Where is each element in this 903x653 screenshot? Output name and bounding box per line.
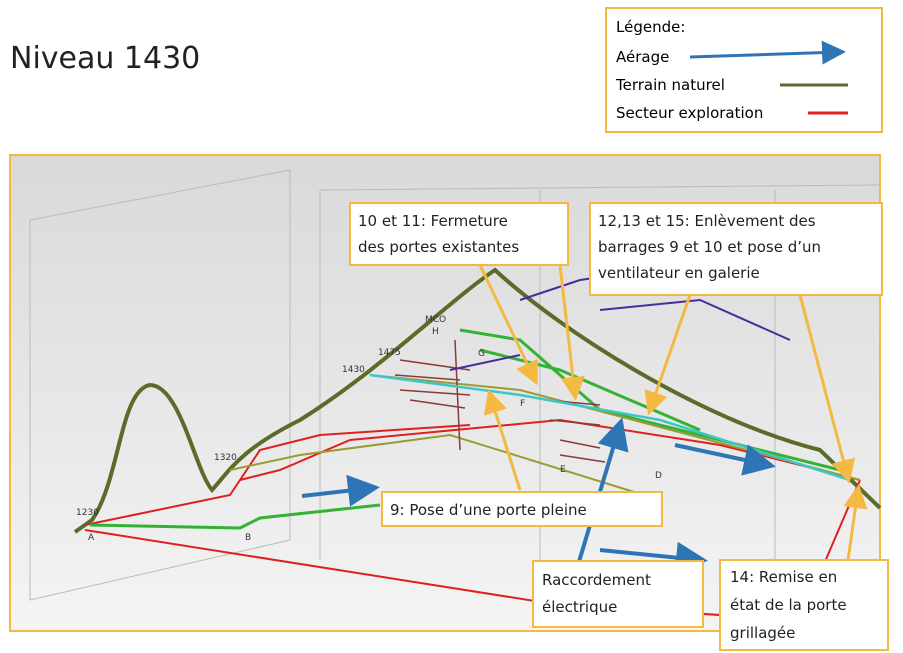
callout-text: état de la porte [730, 596, 847, 614]
callout-text: 12,13 et 15: Enlèvement des [598, 212, 816, 230]
callout: 12,13 et 15: Enlèvement des barrages 9 e… [590, 203, 882, 295]
scene-label: 1320 [214, 453, 237, 463]
legend-label: Terrain naturel [615, 76, 725, 94]
callout-text: des portes existantes [358, 238, 519, 256]
scene-label: 1475 [378, 348, 401, 358]
scene-label: G [478, 349, 485, 359]
callout-text: 9: Pose d’une porte pleine [390, 501, 587, 519]
slide: Niveau 1430 Légende: Aérage Terrain natu… [0, 0, 903, 653]
scene-label: A [88, 533, 95, 543]
callout-text: 14: Remise en [730, 568, 837, 586]
scene-label: 1230 [76, 508, 99, 518]
scene-label: 1430 [342, 365, 365, 375]
callout-text: ventilateur en galerie [598, 264, 760, 282]
scene-label: H [432, 327, 439, 337]
callout: 14: Remise en état de la porte grillagée [720, 560, 888, 650]
scene-label: E [560, 465, 566, 475]
callout-text: grillagée [730, 624, 795, 642]
scene-label: F [520, 399, 525, 409]
scene-label: MCO [425, 315, 446, 325]
callout-text: électrique [542, 598, 617, 616]
callout-text: 10 et 11: Fermeture [358, 212, 508, 230]
legend-label: Aérage [616, 48, 669, 66]
callout: 10 et 11: Fermeture des portes existante… [350, 203, 568, 265]
scene-label: D [655, 471, 662, 481]
legend: Légende: Aérage Terrain naturel Secteur … [606, 8, 882, 132]
scene-label: B [245, 533, 251, 543]
title: Niveau 1430 [10, 41, 200, 76]
callout-text: Raccordement [542, 571, 651, 589]
legend-title: Légende: [616, 18, 685, 36]
legend-label: Secteur exploration [616, 104, 763, 122]
callout: Raccordement électrique [533, 561, 703, 627]
callout: 9: Pose d’une porte pleine [382, 492, 662, 526]
callout-text: barrages 9 et 10 et pose d’un [598, 238, 821, 256]
